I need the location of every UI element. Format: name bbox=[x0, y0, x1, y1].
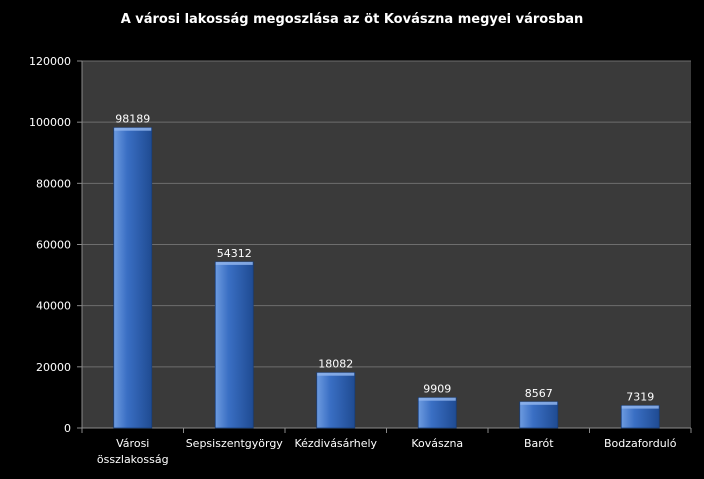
x-axis-category-labels: Városi összlakosság Sepsiszentgyörgy Kézdiv… bbox=[97, 437, 677, 466]
bar-body bbox=[620, 405, 660, 429]
x-category-label: Bodzaforduló bbox=[604, 437, 677, 450]
bar-body bbox=[113, 127, 153, 429]
x-category-label: Kovászna bbox=[411, 437, 463, 450]
y-tick-label: 20000 bbox=[36, 361, 71, 374]
bar-top-highlight bbox=[114, 127, 152, 131]
y-tick-label: 0 bbox=[64, 422, 71, 435]
data-label: 54312 bbox=[217, 247, 252, 260]
y-tick-label: 60000 bbox=[36, 239, 71, 252]
bar-top-highlight bbox=[621, 405, 659, 409]
bar-body bbox=[417, 397, 457, 429]
y-tick-label: 100000 bbox=[29, 116, 71, 129]
bars bbox=[113, 127, 660, 429]
bar bbox=[316, 372, 356, 429]
bar-top-highlight bbox=[418, 397, 456, 401]
data-label: 7319 bbox=[626, 391, 654, 404]
x-category-label: Sepsiszentgyörgy bbox=[186, 437, 284, 450]
bar-top-highlight bbox=[317, 372, 355, 376]
bar-body bbox=[316, 372, 356, 429]
data-label: 8567 bbox=[525, 387, 553, 400]
bar bbox=[113, 127, 153, 429]
bar-body bbox=[214, 261, 254, 429]
bar bbox=[214, 261, 254, 429]
y-tick-label: 120000 bbox=[29, 55, 71, 68]
y-axis-tick-labels: 0 20000 40000 60000 80000 100000 120000 bbox=[29, 55, 71, 435]
bar-top-highlight bbox=[520, 401, 558, 405]
bar bbox=[620, 405, 660, 429]
x-category-label: Barót bbox=[524, 437, 554, 450]
x-category-label: Városi bbox=[116, 437, 149, 450]
bar-body bbox=[519, 401, 559, 429]
gridlines bbox=[82, 60, 691, 368]
y-tick-label: 80000 bbox=[36, 177, 71, 190]
bar-top-highlight bbox=[215, 261, 253, 265]
data-label: 18082 bbox=[318, 358, 353, 371]
bar bbox=[519, 401, 559, 429]
x-category-label: Kézdivásárhely bbox=[294, 437, 377, 450]
chart-title: A városi lakosság megoszlása az öt Kovás… bbox=[121, 12, 584, 27]
axes bbox=[77, 60, 692, 433]
data-label: 9909 bbox=[423, 383, 451, 396]
y-tick-label: 40000 bbox=[36, 300, 71, 313]
data-labels: 98189 54312 18082 9909 8567 7319 bbox=[115, 113, 654, 404]
x-category-label: összlakosság bbox=[97, 453, 169, 466]
bar bbox=[417, 397, 457, 429]
data-label: 98189 bbox=[115, 113, 150, 126]
